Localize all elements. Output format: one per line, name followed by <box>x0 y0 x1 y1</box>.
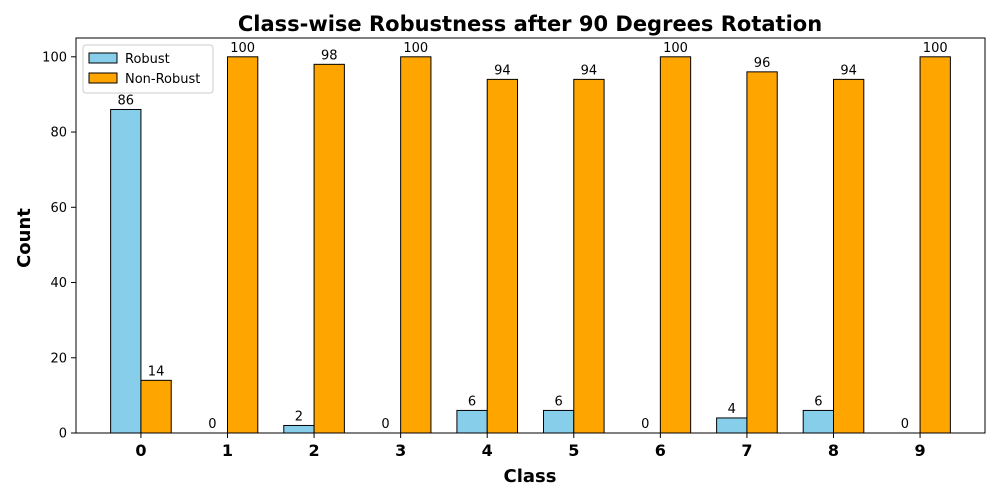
y-tick-label: 100 <box>42 50 67 65</box>
x-tick-label: 2 <box>309 441 320 460</box>
bar-value-label: 4 <box>728 402 736 417</box>
y-axis-label: Count <box>14 208 35 268</box>
bar-non-robust-class-4 <box>486 78 519 434</box>
x-tick-label: 5 <box>568 441 579 460</box>
bars-layer <box>110 56 951 434</box>
bar-value-label: 100 <box>403 41 428 56</box>
x-tick-label: 9 <box>915 441 926 460</box>
bar-value-label: 86 <box>118 93 135 108</box>
bar-value-label: 0 <box>381 417 389 432</box>
chart-title: Class-wise Robustness after 90 Degrees R… <box>238 12 822 36</box>
x-tick-label: 1 <box>222 441 233 460</box>
bar-non-robust-class-5 <box>573 78 605 434</box>
bar-value-label: 100 <box>230 41 255 56</box>
bar-value-label: 2 <box>295 409 303 424</box>
x-axis-label: Class <box>504 466 557 487</box>
legend-label-robust: Robust <box>125 52 170 67</box>
bar-value-label: 100 <box>663 41 688 56</box>
bar-robust-class-7 <box>716 417 748 434</box>
bar-labels-layer: 86 0 2 0 6 6 0 4 6 0 14 100 98 100 94 94 100 96 94 100 <box>118 41 948 432</box>
bar-value-label: 0 <box>641 417 649 432</box>
legend-swatch-non-robust <box>88 72 118 84</box>
bar-non-robust-class-6 <box>659 56 692 434</box>
x-tick-label: 3 <box>395 441 406 460</box>
bar-value-label: 6 <box>554 394 562 409</box>
bar-value-label: 6 <box>814 394 822 409</box>
legend-swatch-robust <box>88 52 118 64</box>
bar-value-label: 98 <box>321 48 338 63</box>
bar-value-label: 94 <box>494 63 511 78</box>
x-tick-label: 6 <box>655 441 666 460</box>
x-tick-label: 0 <box>135 441 146 460</box>
legend-label-non-robust: Non-Robust <box>125 72 200 87</box>
bar-value-label: 96 <box>754 56 771 71</box>
bar-robust-class-8 <box>802 409 835 434</box>
legend: Robust Non-Robust <box>82 44 214 94</box>
bar-robust-class-0 <box>110 108 142 434</box>
plot-frame <box>75 37 986 434</box>
bar-non-robust-class-0 <box>140 379 172 434</box>
bar-value-label: 100 <box>923 41 948 56</box>
bar-non-robust-class-3 <box>400 56 432 434</box>
y-tick-label: 80 <box>50 126 67 141</box>
x-tick-label: 8 <box>828 441 839 460</box>
bar-value-label: 6 <box>468 394 476 409</box>
bar-value-label: 0 <box>901 417 909 432</box>
bar-robust-class-4 <box>456 409 488 434</box>
bar-value-label: 94 <box>581 63 598 78</box>
bar-non-robust-class-1 <box>227 56 259 434</box>
y-tick-label: 60 <box>50 201 67 216</box>
bar-value-label: 94 <box>840 63 857 78</box>
y-tick-label: 40 <box>50 276 67 291</box>
bar-non-robust-class-7 <box>746 71 778 434</box>
x-tick-label: 7 <box>741 441 752 460</box>
bar-non-robust-class-8 <box>833 78 865 434</box>
bar-non-robust-class-2 <box>313 63 345 434</box>
bar-robust-class-2 <box>283 424 315 434</box>
bar-robust-class-5 <box>542 409 575 434</box>
x-tick-label: 4 <box>482 441 493 460</box>
bar-value-label: 0 <box>208 417 216 432</box>
y-tick-label: 20 <box>50 351 67 366</box>
bar-value-label: 14 <box>148 364 165 379</box>
y-tick-label: 0 <box>59 427 67 442</box>
bar-non-robust-class-9 <box>919 56 951 434</box>
